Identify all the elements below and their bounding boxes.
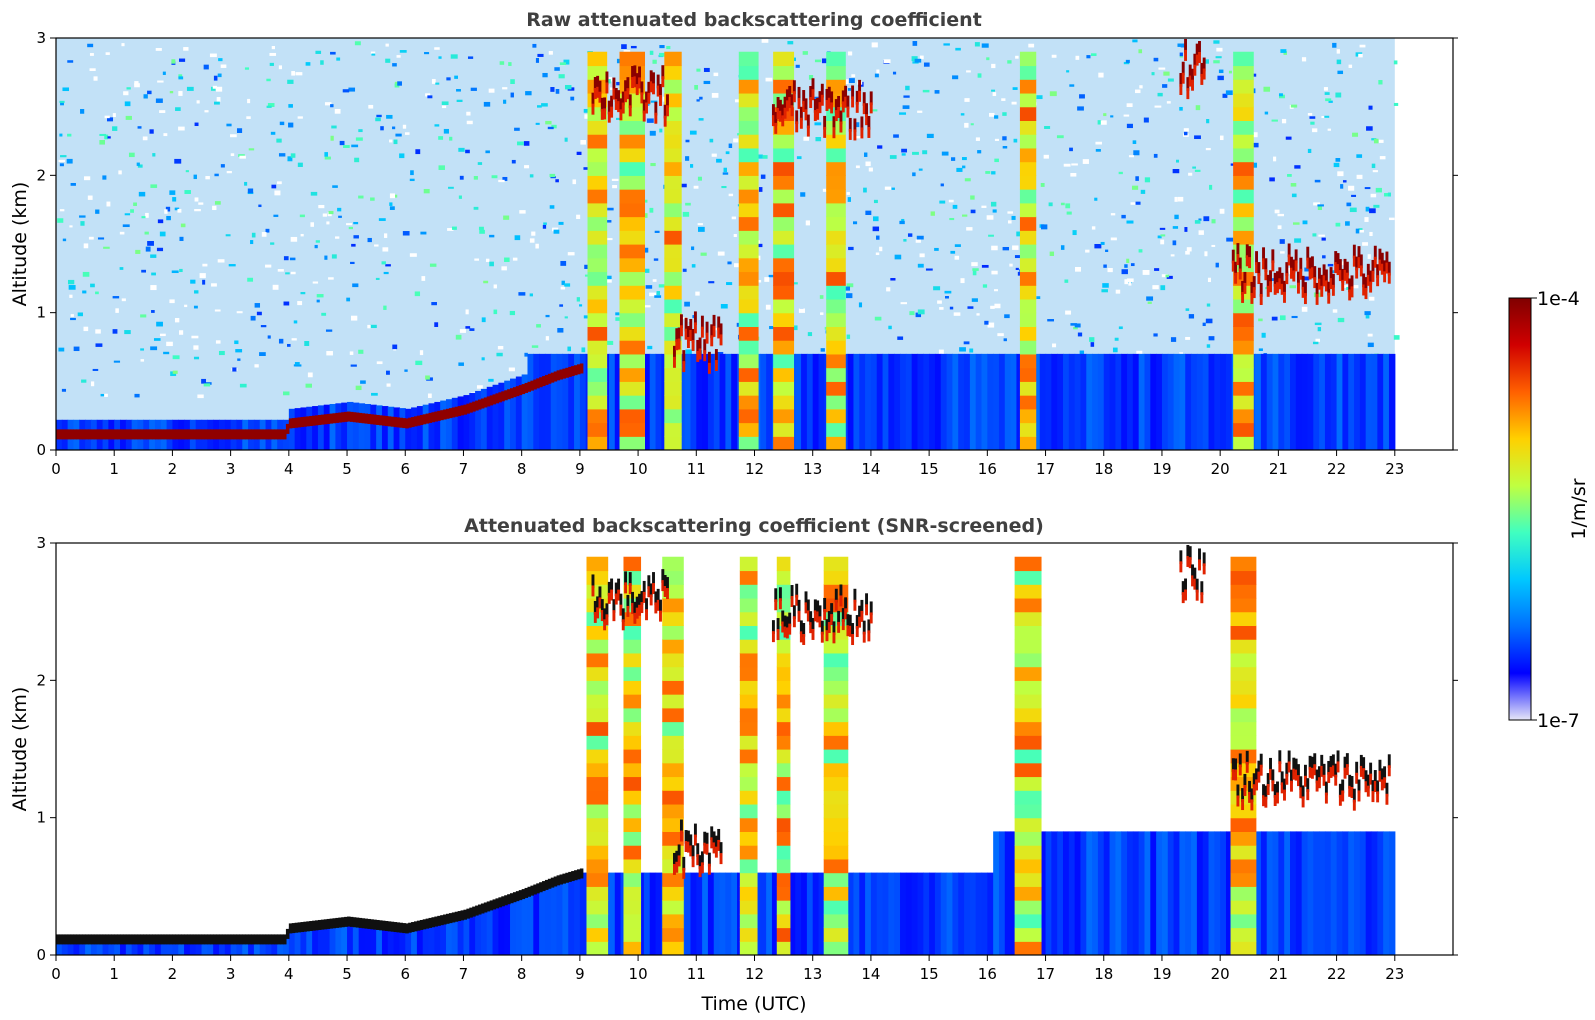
chart-title: Raw attenuated backscattering coefficien… [526, 9, 982, 31]
y-tick-label: 2 [36, 166, 46, 184]
x-tick-label: 0 [51, 460, 61, 478]
x-axis: 0 1 2 3 4 5 6 7 8 9 10 11 12 13 14 15 16 17 18 19 20 21 22 23 [51, 450, 1404, 478]
y-axis: 0 1 2 3 [36, 29, 1458, 459]
y-axis-label: Altitude (km) [9, 687, 31, 812]
cloud-layers [591, 544, 1391, 879]
raw-backscatter-panel: Raw attenuated backscattering coefficien… [9, 9, 1458, 478]
x-tick-label: 22 [1327, 965, 1346, 983]
chart-title: Attenuated backscattering coefficient (S… [464, 515, 1044, 537]
y-tick-label: 2 [36, 671, 46, 689]
x-tick-label: 4 [284, 965, 294, 983]
y-tick-label: 0 [36, 441, 46, 459]
y-tick-label: 1 [36, 304, 46, 322]
colorbar-gradient [1508, 297, 1532, 721]
heatmap-content [56, 544, 1396, 955]
x-tick-label: 9 [575, 460, 585, 478]
x-axis: 0 1 2 3 4 5 6 7 8 9 10 11 12 13 14 15 16 17 18 19 20 21 22 23 [51, 955, 1404, 983]
x-tick-label: 10 [629, 460, 648, 478]
x-tick-label: 21 [1269, 965, 1288, 983]
plot-area [56, 38, 1400, 450]
plot-area [56, 544, 1396, 955]
x-tick-label: 20 [1211, 460, 1230, 478]
screened-backscatter-panel: Attenuated backscattering coefficient (S… [9, 515, 1458, 1015]
x-tick-label: 12 [745, 965, 764, 983]
x-tick-label: 4 [284, 460, 294, 478]
precipitation-columns [587, 51, 1254, 450]
x-tick-label: 16 [978, 965, 997, 983]
x-tick-label: 14 [861, 965, 880, 983]
x-tick-label: 7 [459, 965, 469, 983]
x-tick-label: 19 [1152, 965, 1171, 983]
y-tick-label: 3 [36, 534, 46, 552]
x-tick-label: 2 [168, 460, 178, 478]
x-tick-label: 12 [745, 460, 764, 478]
x-tick-label: 15 [920, 965, 939, 983]
x-tick-label: 23 [1385, 460, 1404, 478]
x-tick-label: 8 [517, 460, 527, 478]
x-tick-label: 8 [517, 965, 527, 983]
x-tick-label: 3 [226, 460, 236, 478]
x-axis-label: Time (UTC) [700, 993, 806, 1015]
colorbar-unit-label: 1/m/sr [1568, 478, 1590, 539]
heatmap-content [56, 38, 1400, 450]
x-tick-label: 9 [575, 965, 585, 983]
cloud-layers [591, 38, 1391, 374]
x-tick-label: 1 [109, 965, 119, 983]
x-tick-label: 18 [1094, 460, 1113, 478]
colorbar-max-label: 1e-4 [1537, 288, 1580, 310]
x-tick-label: 16 [978, 460, 997, 478]
x-tick-label: 6 [400, 460, 410, 478]
x-tick-label: 11 [687, 965, 706, 983]
x-tick-label: 22 [1327, 460, 1346, 478]
x-tick-label: 5 [342, 460, 352, 478]
x-tick-label: 5 [342, 965, 352, 983]
x-tick-label: 2 [168, 965, 178, 983]
x-tick-label: 13 [803, 965, 822, 983]
surface-layer [56, 868, 584, 945]
x-tick-label: 21 [1269, 460, 1288, 478]
y-axis-label: Altitude (km) [9, 182, 31, 307]
x-tick-label: 19 [1152, 460, 1171, 478]
x-tick-label: 17 [1036, 965, 1055, 983]
x-tick-label: 6 [400, 965, 410, 983]
x-tick-label: 1 [109, 460, 119, 478]
surface-layer [56, 363, 584, 440]
x-tick-label: 0 [51, 965, 61, 983]
x-tick-label: 7 [459, 460, 469, 478]
x-tick-label: 13 [803, 460, 822, 478]
x-tick-label: 23 [1385, 965, 1404, 983]
x-tick-label: 20 [1211, 965, 1230, 983]
x-tick-label: 15 [920, 460, 939, 478]
y-axis: 0 1 2 3 [36, 534, 1458, 964]
x-tick-label: 17 [1036, 460, 1055, 478]
x-tick-label: 11 [687, 460, 706, 478]
x-tick-label: 10 [629, 965, 648, 983]
x-tick-label: 14 [861, 460, 880, 478]
y-tick-label: 0 [36, 946, 46, 964]
x-tick-label: 18 [1094, 965, 1113, 983]
y-tick-label: 1 [36, 809, 46, 827]
colorbar-min-label: 1e-7 [1537, 710, 1580, 732]
x-tick-label: 3 [226, 965, 236, 983]
colorbar: 1e-4 1e-7 1/m/sr [1508, 288, 1590, 732]
y-tick-label: 3 [36, 29, 46, 47]
